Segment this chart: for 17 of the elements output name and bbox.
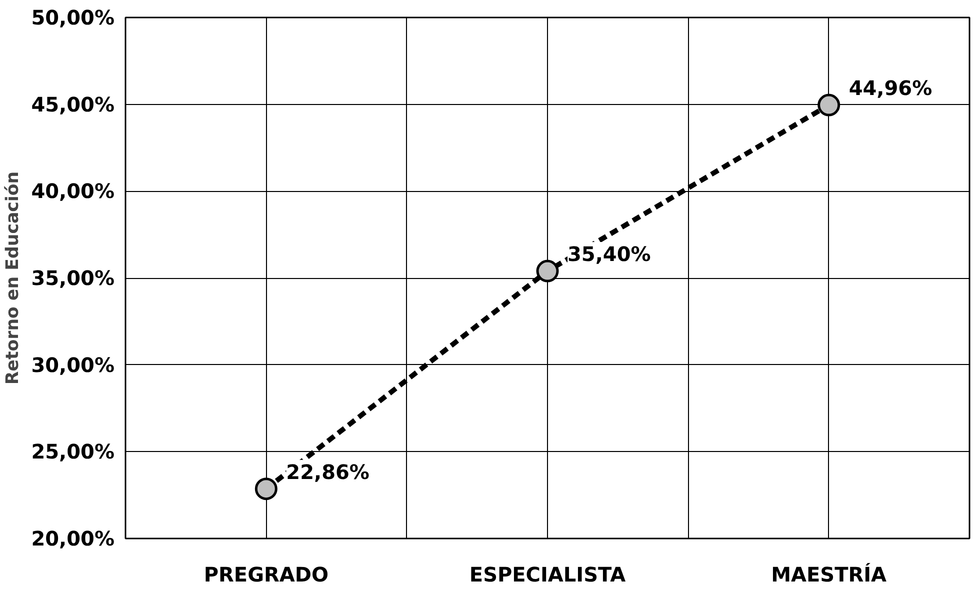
point (536, 260, 559, 282)
data-label: 22,86% (286, 460, 370, 484)
x-tick-label: ESPECIALISTA (469, 562, 626, 586)
y-tick-label: 30,00% (31, 352, 115, 377)
x-tick-label: PREGRADO (204, 562, 328, 586)
y-axis-title: Retorno en Educación (3, 171, 24, 385)
data-label: 44,96% (848, 76, 932, 100)
point (818, 94, 840, 116)
data-label: 35,40% (568, 242, 651, 266)
point (254, 478, 278, 500)
y-tick-label: 45,00% (31, 92, 115, 116)
x-tick-label: MAESTRÍA (771, 562, 888, 586)
y-tick-label: 20,00% (31, 526, 115, 550)
y-tick-label: 50,00% (31, 6, 115, 30)
y-tick-label: 25,00% (31, 440, 115, 464)
y-tick-label: 35,00% (31, 266, 115, 290)
y-tick-label: 40,00% (31, 179, 115, 204)
